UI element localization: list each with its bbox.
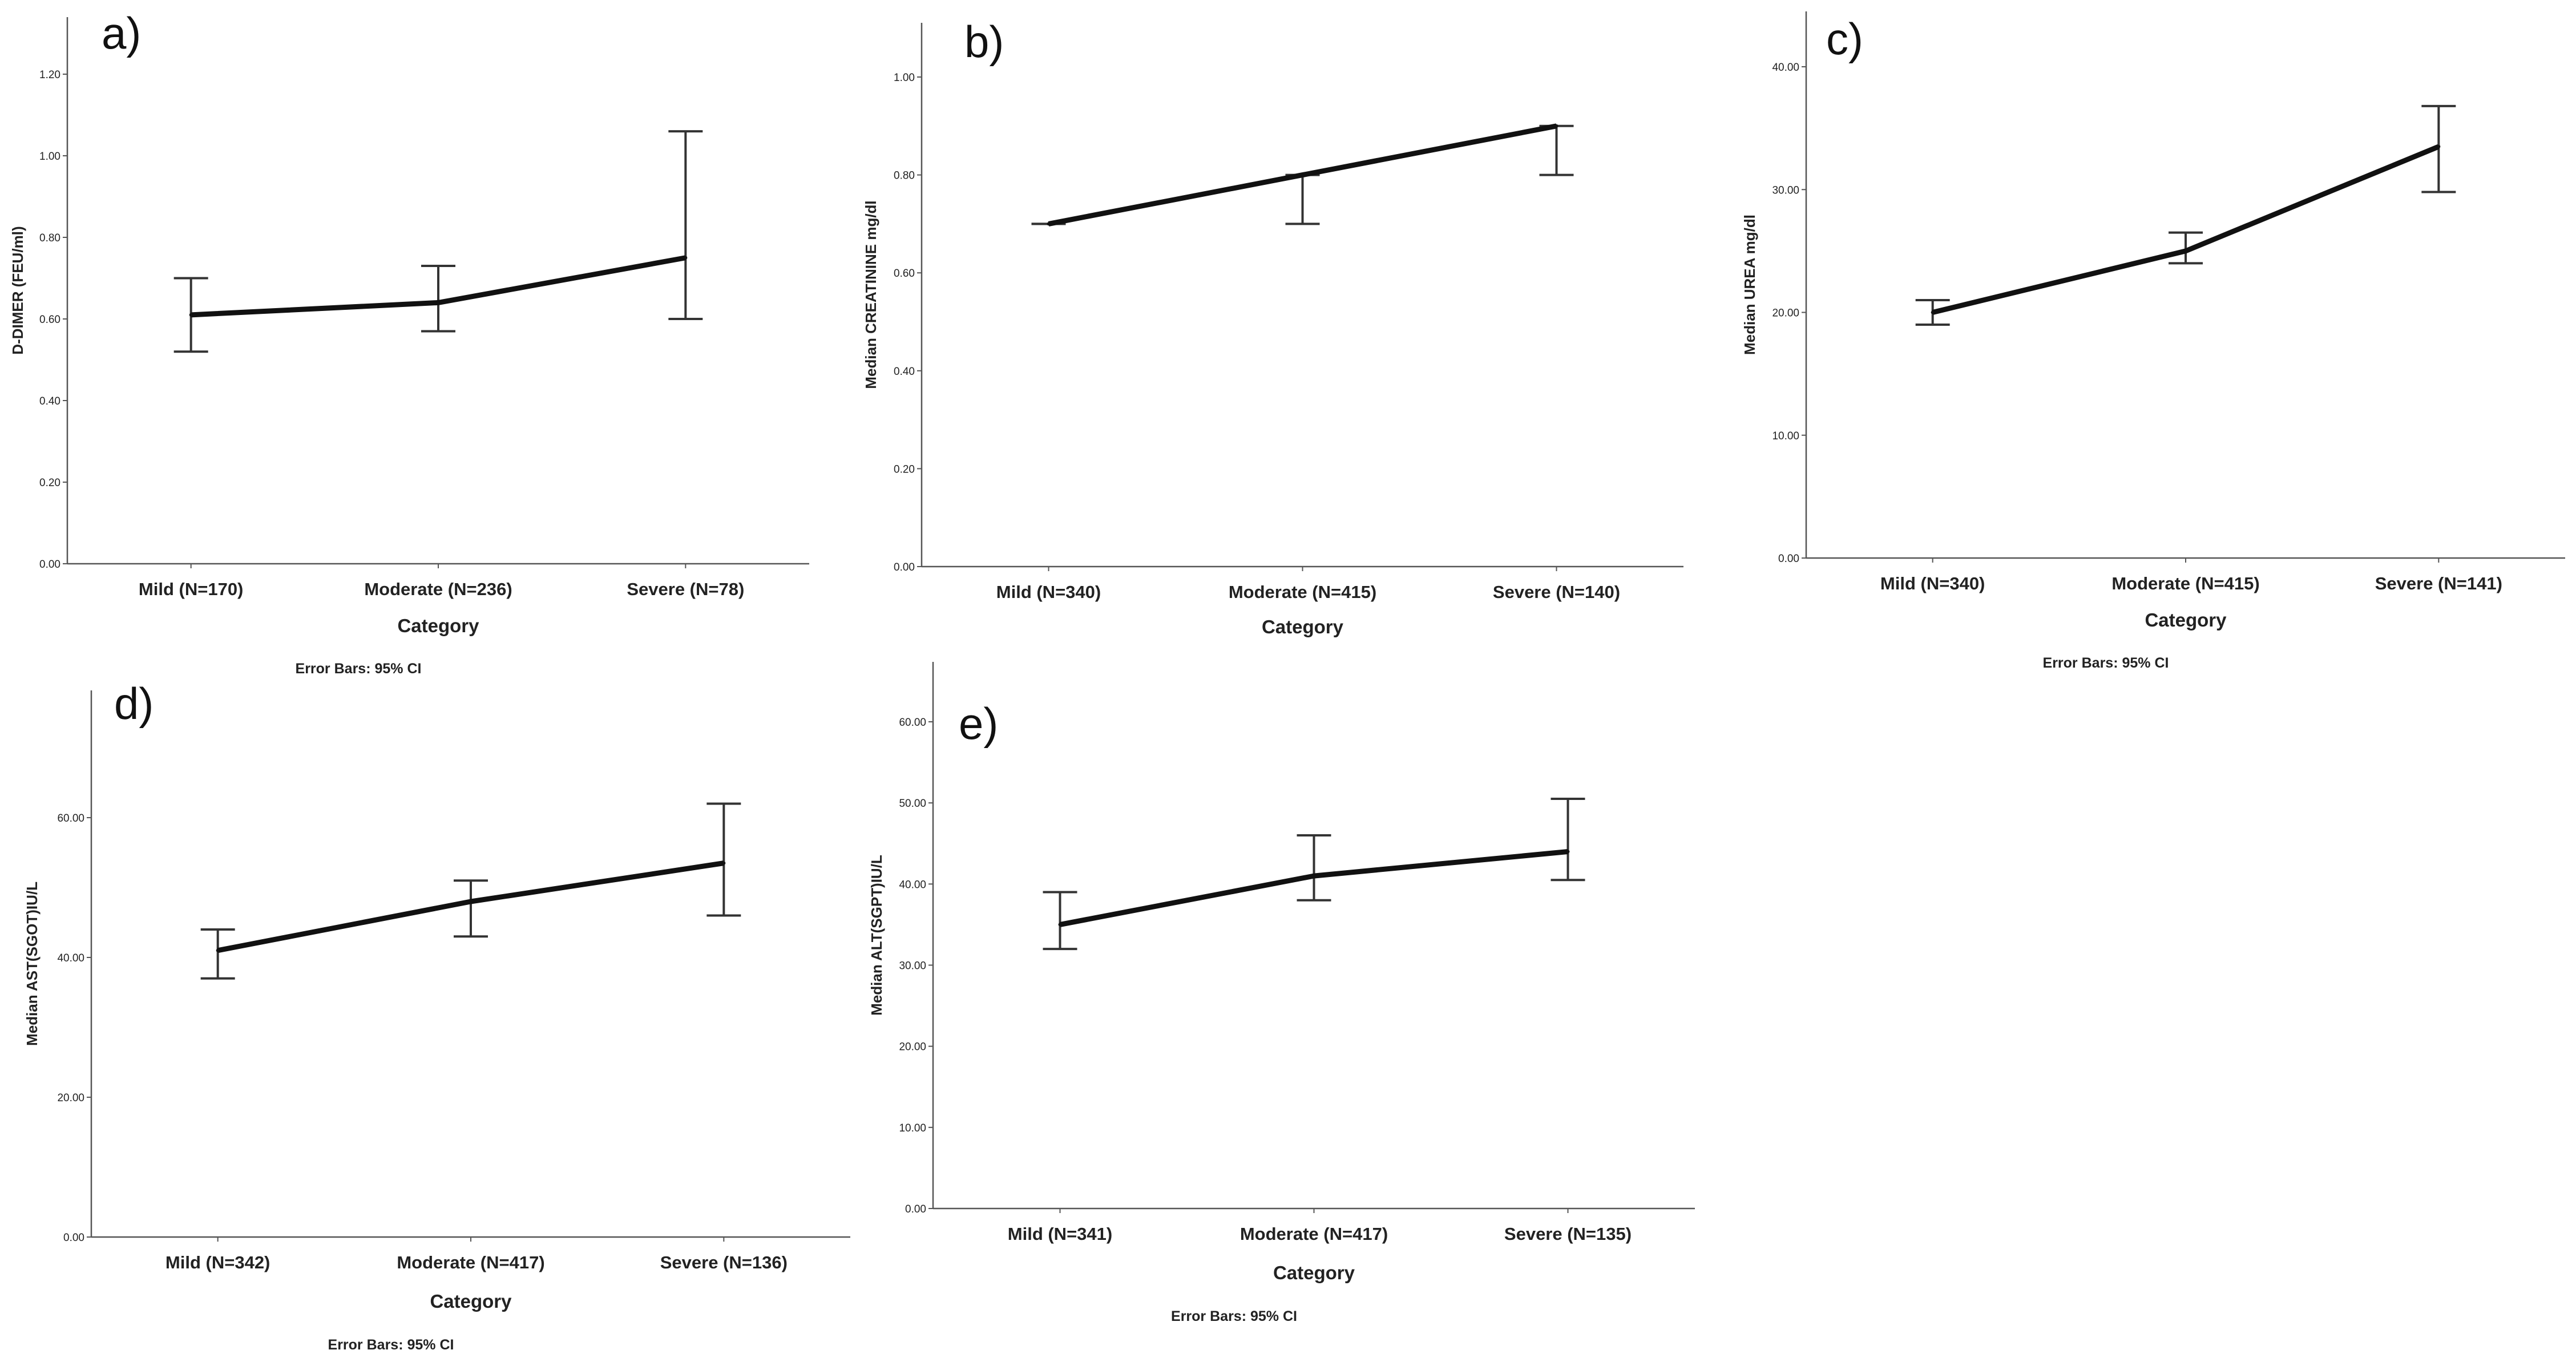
y-tick-label: 1.00: [894, 72, 915, 84]
y-axis-title: Median UREA mg/dl: [1741, 215, 1758, 355]
y-axis-title: D-DIMER (FEU/ml): [9, 226, 26, 354]
y-tick-label: 0.40: [894, 366, 915, 378]
y-tick-label: 0.00: [63, 1232, 84, 1244]
error-bar: [200, 928, 235, 980]
y-tick-label: 0.80: [39, 232, 60, 244]
error-bar: [1551, 798, 1585, 882]
data-point: [437, 301, 440, 305]
x-axis-title: Category: [430, 1291, 512, 1312]
x-category-label: Mild (N=340): [996, 582, 1101, 602]
error-bar: [668, 130, 703, 320]
y-tick-label: 20.00: [1772, 308, 1799, 320]
x-axis-title: Category: [1273, 1262, 1355, 1283]
x-axis-title: Category: [1262, 616, 1344, 637]
chart-panel-a: a) 0.00 0.20 0.40 0.60 0.80 1.00 1.20 Mild (N=17…: [9, 8, 809, 677]
x-category-label: Mild (N=342): [165, 1252, 270, 1272]
error-bar: [454, 879, 488, 938]
error-bar: [1539, 124, 1574, 176]
x-category-label: Severe (N=141): [2375, 573, 2502, 593]
y-tick-label: 0.80: [894, 170, 915, 182]
y-axis-title: Median CREATININE mg/dl: [862, 200, 879, 389]
median-series-line: [1932, 144, 2440, 315]
y-tick-label: 30.00: [899, 960, 926, 972]
x-category-label: Severe (N=78): [627, 579, 744, 599]
y-tick-label: 0.40: [39, 395, 60, 407]
x-category-label: Moderate (N=236): [364, 579, 512, 599]
data-point: [2184, 249, 2187, 253]
y-tick-label: 60.00: [57, 813, 84, 824]
x-axis-title: Category: [2145, 609, 2227, 630]
x-category-label: Severe (N=135): [1504, 1224, 1632, 1244]
data-point: [1301, 173, 1305, 177]
data-point: [189, 313, 193, 317]
x-category-label: Moderate (N=417): [1240, 1224, 1388, 1244]
data-point: [684, 256, 688, 260]
y-tick-label: 10.00: [1772, 430, 1799, 442]
error-bar: [706, 802, 741, 917]
panel-letter: c): [1826, 14, 1863, 64]
panel-letter: d): [114, 678, 154, 729]
y-tick-label: 0.20: [894, 463, 915, 475]
error-bar: [421, 265, 455, 333]
data-point: [1555, 124, 1558, 128]
chart-panel-d: d) 0.00 20.00 40.00 60.00 Mild (N=342) Moderat…: [23, 678, 850, 1353]
y-tick-label: 30.00: [1772, 184, 1799, 196]
y-tick-label: 20.00: [57, 1092, 84, 1104]
error-bar: [2169, 231, 2203, 265]
x-category-label: Severe (N=136): [660, 1252, 788, 1272]
data-point: [1312, 874, 1316, 878]
y-tick-label: 0.20: [39, 477, 60, 489]
y-tick-label: 60.00: [899, 717, 926, 729]
y-tick-label: 20.00: [899, 1041, 926, 1053]
x-category-label: Mild (N=170): [139, 579, 243, 599]
error-bar: [1043, 891, 1077, 951]
data-point: [1058, 923, 1062, 927]
data-point: [216, 948, 220, 952]
panel-letter: e): [959, 698, 998, 749]
chart-panel-b: b) 0.00 0.20 0.40 0.60 0.80 1.00 Mild (N=340) Mo…: [862, 17, 1683, 637]
error-bar: [1297, 834, 1331, 902]
chart-panel-c: c) 0.00 10.00 20.00 30.00 40.00 Mild (N=340) Mo…: [1741, 11, 2565, 671]
y-tick-label: 0.00: [894, 561, 915, 573]
x-category-label: Moderate (N=415): [1229, 582, 1376, 602]
error-bars-footnote: Error Bars: 95% CI: [328, 1337, 454, 1353]
y-tick-label: 1.20: [39, 69, 60, 81]
x-category-label: Severe (N=140): [1493, 582, 1620, 602]
y-tick-label: 40.00: [899, 879, 926, 891]
error-bar: [1285, 173, 1320, 225]
x-axis-title: Category: [397, 615, 479, 636]
y-tick-label: 0.00: [39, 559, 60, 571]
y-tick-label: 50.00: [899, 798, 926, 810]
y-tick-label: 0.60: [894, 268, 915, 280]
y-tick-label: 40.00: [1772, 62, 1799, 74]
x-category-label: Moderate (N=415): [2111, 573, 2259, 593]
y-tick-label: 0.00: [905, 1203, 926, 1215]
x-category-label: Moderate (N=417): [397, 1252, 544, 1272]
y-tick-label: 10.00: [899, 1122, 926, 1134]
data-point: [722, 861, 726, 865]
data-point: [1566, 850, 1570, 854]
y-axis-title: Median AST(SGOT)IU/L: [23, 882, 41, 1046]
data-point: [1047, 222, 1051, 226]
data-point: [2437, 144, 2441, 148]
x-category-label: Mild (N=341): [1008, 1224, 1112, 1244]
x-category-label: Mild (N=340): [1880, 573, 1985, 593]
panel-letter: b): [964, 17, 1004, 67]
panel-letter: a): [102, 8, 141, 58]
y-axis-title: Median ALT(SGPT)IU/L: [868, 855, 885, 1016]
y-tick-label: 1.00: [39, 151, 60, 163]
y-tick-label: 0.00: [1778, 553, 1799, 565]
data-point: [1931, 310, 1935, 314]
data-point: [469, 900, 473, 903]
error-bars-footnote: Error Bars: 95% CI: [1171, 1308, 1297, 1324]
error-bars-footnote: Error Bars: 95% CI: [296, 661, 422, 677]
chart-panel-e: e) 0.00 10.00 20.00 30.00 40.00 50.00 60.00 Mild…: [868, 662, 1695, 1324]
y-tick-label: 0.60: [39, 314, 60, 326]
error-bars-footnote: Error Bars: 95% CI: [2043, 655, 2169, 671]
y-tick-label: 40.00: [57, 952, 84, 964]
